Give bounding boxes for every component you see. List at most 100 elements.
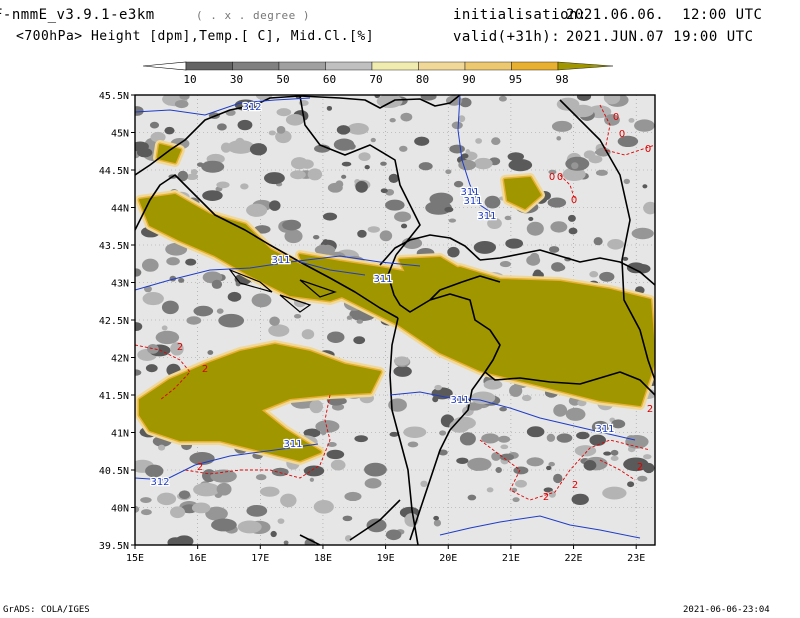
cloud-cell	[268, 324, 290, 337]
temp-contour-label: 0	[619, 129, 625, 140]
temp-contour-label: 2	[197, 462, 203, 473]
cloud-cell	[514, 479, 527, 488]
cloud-cell	[193, 305, 214, 317]
cloud-cell	[389, 118, 396, 123]
island-outline	[279, 294, 312, 313]
cloud-cell	[400, 112, 413, 122]
temp-contour	[184, 394, 331, 479]
height-contour-label: 312	[242, 102, 261, 113]
cloud-cell	[571, 162, 579, 170]
cloud-cell	[191, 502, 211, 514]
cloud-cell	[604, 114, 620, 126]
colorbar-swatch	[371, 61, 419, 71]
lat-tick-label: 41.5N	[99, 391, 129, 402]
height-contour-label: 311	[477, 211, 496, 222]
cloud-cell	[346, 315, 353, 320]
cloud-cell	[259, 486, 280, 497]
cloud-cell	[353, 336, 366, 345]
cloud-cell	[568, 227, 578, 235]
cloud-cell	[497, 435, 511, 443]
cloud-cell	[135, 322, 143, 332]
cloud-cell	[483, 379, 503, 390]
cloud-cell	[217, 123, 227, 131]
init-time: 2021.06.06. 12:00 UTC	[566, 7, 763, 23]
lat-tick-label: 42.5N	[99, 316, 129, 327]
cloud-cell	[407, 441, 419, 448]
cloud-cell	[338, 397, 347, 405]
colorbar-right-arrow	[557, 61, 614, 71]
cloud-cell	[327, 441, 337, 447]
cloud-cell	[161, 300, 179, 315]
cloud-band	[399, 257, 471, 287]
cloud-cell	[140, 497, 152, 503]
cloud-cell	[463, 151, 478, 161]
cloud-cell	[379, 230, 393, 242]
cloud-cell	[210, 469, 237, 483]
cloud-cell	[449, 419, 470, 433]
cloud-cell	[309, 399, 324, 414]
cloud-cell	[617, 135, 639, 148]
temp-contour-label: 0	[557, 172, 563, 183]
cloud-cell	[591, 420, 609, 434]
cloud-cell	[303, 428, 321, 438]
height-contour	[389, 391, 636, 441]
height-contour	[299, 261, 366, 276]
cloud-cell	[216, 308, 224, 314]
temp-contour-label: 2	[637, 462, 643, 473]
cloud-cell	[179, 95, 190, 100]
cloud-cell	[556, 136, 562, 141]
height-contour	[135, 255, 421, 291]
cloud-cell	[376, 95, 403, 109]
temp-contour	[135, 344, 191, 401]
border-line	[387, 254, 501, 373]
colorbar-swatch	[511, 61, 559, 71]
cloud-cell	[556, 433, 573, 443]
cloud-cell	[155, 330, 180, 345]
cloud-cell	[631, 227, 654, 240]
lon-tick-label: 20E	[439, 553, 457, 564]
cloud-cell	[470, 391, 496, 405]
cloud-cell	[438, 449, 448, 456]
cloud-cell	[141, 258, 159, 272]
cloud-cell	[135, 106, 144, 116]
lon-tick-label: 23E	[627, 553, 645, 564]
cloud-cell	[364, 478, 382, 489]
cloud-cell	[203, 484, 216, 492]
cloud-cell	[473, 240, 497, 254]
cloud-cell	[526, 255, 541, 266]
cloud-cell	[400, 223, 408, 229]
temp-contour-label: 0	[613, 112, 619, 123]
cloud-cell	[394, 211, 412, 222]
cloud-cell	[433, 519, 442, 527]
cloud-cell	[380, 188, 388, 194]
cloud-cell	[553, 473, 563, 484]
cloud-cell	[293, 314, 302, 319]
cloud-cell	[553, 404, 568, 417]
lon-tick-label: 16E	[189, 553, 207, 564]
cloud-cell	[137, 147, 153, 158]
cloud-cell	[418, 162, 433, 171]
cloud-cell	[459, 97, 472, 108]
temp-contour	[479, 439, 651, 501]
cloud-cell	[300, 159, 314, 169]
cloud-cell	[356, 319, 364, 324]
lat-tick-label: 43.5N	[99, 241, 129, 252]
lat-tick-label: 39.5N	[99, 541, 129, 552]
temp-contour-label: 0	[645, 144, 651, 155]
colorbar-swatch	[325, 61, 373, 71]
cloud-cell	[431, 387, 453, 400]
lat-tick-label: 45.5N	[99, 91, 129, 102]
cloud-cell	[326, 105, 333, 111]
height-contour-label: 312	[150, 477, 169, 488]
cloud-cell	[589, 271, 599, 278]
colorbar-label: 90	[462, 73, 475, 86]
cloud-cell	[315, 420, 340, 433]
cloud-cell	[207, 350, 214, 355]
cloud-cell	[388, 398, 407, 412]
cloud-band	[504, 177, 541, 209]
cloud-cell	[565, 407, 586, 421]
border-line	[389, 317, 419, 545]
cloud-cell	[347, 123, 369, 135]
cloud-cell	[643, 201, 655, 215]
cloud-cell	[425, 200, 452, 215]
